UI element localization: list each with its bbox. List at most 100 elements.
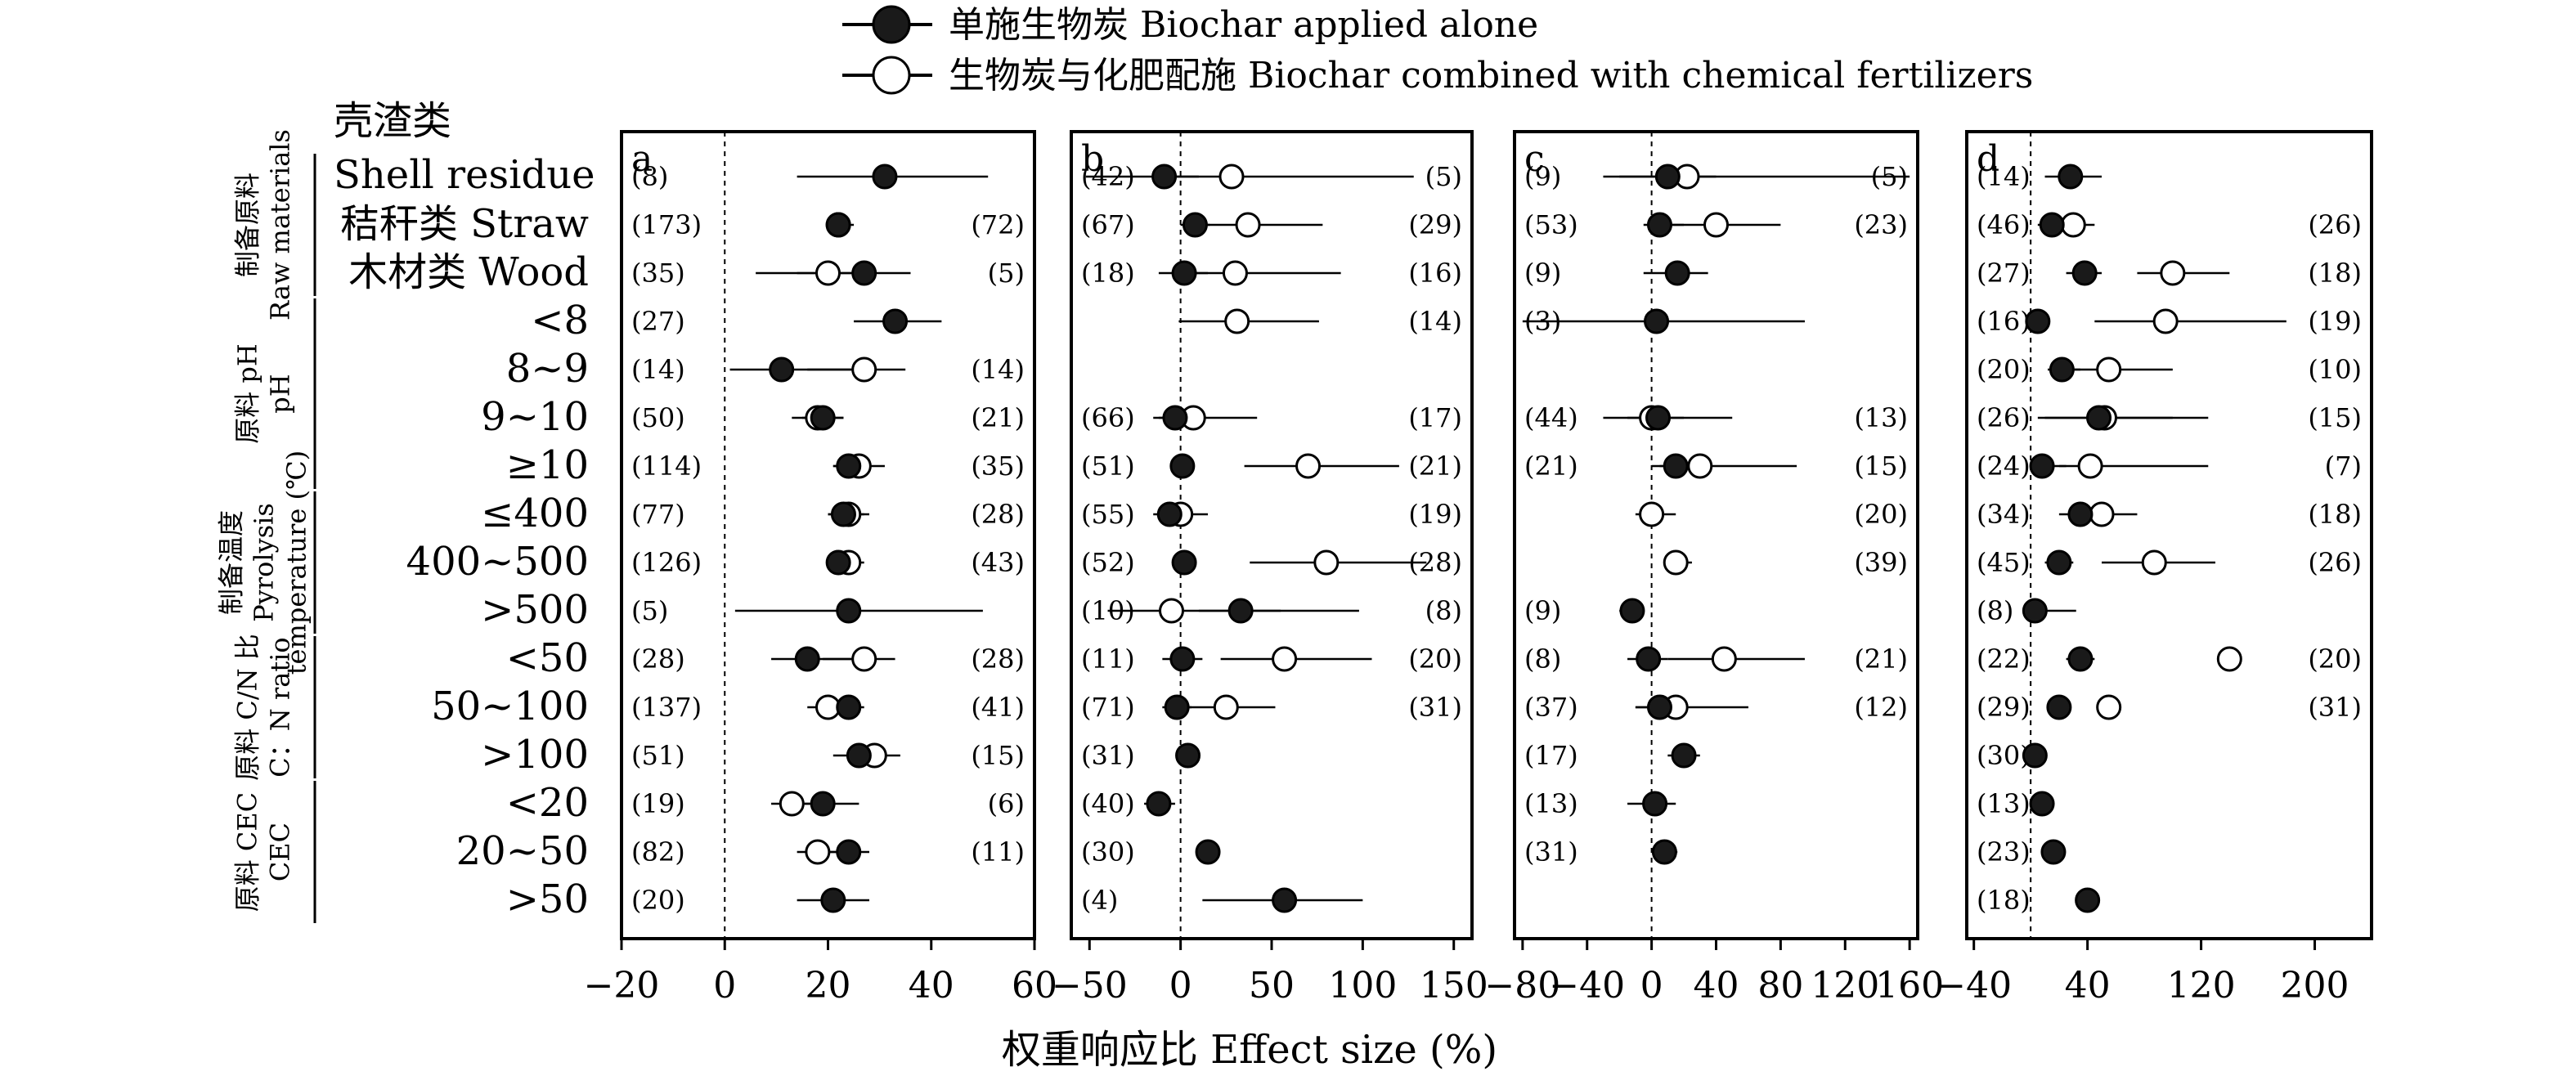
sample-size-label: (15) bbox=[1854, 451, 1908, 482]
sample-size-label: (20) bbox=[1408, 643, 1462, 675]
filled-circle-marker bbox=[1664, 260, 1690, 286]
row-label: >500 bbox=[481, 587, 589, 633]
row-label: <8 bbox=[531, 298, 589, 343]
group-label: 原料 C/N 比 bbox=[232, 634, 263, 781]
filled-circle-marker bbox=[1642, 791, 1668, 817]
sample-size-label: (26) bbox=[1977, 402, 2031, 433]
sample-size-label: (15) bbox=[971, 740, 1025, 771]
sample-size-label: (23) bbox=[1854, 209, 1908, 240]
filled-circle-marker bbox=[830, 501, 856, 527]
open-circle-marker bbox=[872, 56, 911, 95]
sample-size-label: (35) bbox=[971, 451, 1025, 482]
sample-size-label: (14) bbox=[971, 354, 1025, 385]
filled-circle-marker bbox=[2029, 453, 2055, 479]
sample-size-label: (71) bbox=[1081, 692, 1135, 723]
open-circle-marker bbox=[1218, 164, 1245, 190]
sample-size-label: (19) bbox=[2308, 306, 2362, 337]
row-label: >50 bbox=[506, 877, 589, 922]
open-circle-marker bbox=[2089, 501, 2115, 527]
panel-d: d −40 40 120 200 (14) (46) (27) (16) (20) (26) (24)… bbox=[1936, 130, 2373, 1007]
x-tick-label: 0 bbox=[713, 965, 736, 1007]
sample-size-label: (5) bbox=[1425, 161, 1462, 192]
legend-label: 单施生物炭 Biochar applied alone bbox=[949, 4, 1538, 46]
sample-size-label: (13) bbox=[1854, 402, 1908, 433]
filled-circle-marker bbox=[820, 887, 846, 913]
sample-size-label: (137) bbox=[631, 692, 702, 723]
open-circle-marker bbox=[1235, 212, 1261, 238]
sample-size-label: (31) bbox=[1408, 692, 1462, 723]
group-label: 制备温度 bbox=[216, 510, 247, 615]
open-circle-marker bbox=[2141, 549, 2167, 576]
filled-circle-marker bbox=[825, 549, 851, 576]
sample-size-label: (14) bbox=[1977, 161, 2031, 192]
sample-size-label: (40) bbox=[1081, 788, 1135, 819]
x-tick-label: 40 bbox=[909, 965, 954, 1007]
row-label: 50~100 bbox=[431, 684, 589, 729]
sample-size-label: (8) bbox=[1524, 643, 1561, 675]
sample-size-label: (67) bbox=[1081, 209, 1135, 240]
sample-size-label: (19) bbox=[1408, 499, 1462, 530]
filled-circle-marker bbox=[1644, 308, 1670, 334]
sample-size-label: (23) bbox=[1977, 836, 2031, 868]
filled-circle-marker bbox=[1663, 453, 1689, 479]
open-circle-marker bbox=[779, 791, 805, 817]
open-circle-marker bbox=[1711, 646, 1737, 672]
sample-size-label: (26) bbox=[2308, 209, 2362, 240]
panel-b: b−50 0 50 100 150(42)(67)(18)(66)(51)(55)(52… bbox=[1052, 130, 1488, 1007]
sample-size-label: (26) bbox=[2308, 547, 2362, 578]
open-circle-marker bbox=[2216, 646, 2242, 672]
open-circle-marker bbox=[2160, 260, 2186, 286]
filled-circle-marker bbox=[2058, 164, 2084, 190]
sample-size-label: (29) bbox=[1977, 692, 2031, 723]
filled-circle-marker bbox=[1175, 742, 1201, 769]
sample-size-label: (7) bbox=[2325, 451, 2362, 482]
sample-size-label: (9) bbox=[1524, 258, 1561, 289]
sample-size-label: (27) bbox=[631, 306, 685, 337]
sample-size-label: (5) bbox=[988, 258, 1025, 289]
x-tick-label: 40 bbox=[2065, 965, 2111, 1007]
sample-size-label: (8) bbox=[1425, 595, 1462, 626]
sample-size-label: (9) bbox=[1524, 595, 1561, 626]
filled-circle-marker bbox=[1151, 164, 1178, 190]
open-circle-marker bbox=[1295, 453, 1322, 479]
filled-circle-marker bbox=[1171, 260, 1197, 286]
open-circle-marker bbox=[2060, 212, 2086, 238]
filled-circle-marker bbox=[1156, 501, 1183, 527]
sample-size-label: (8) bbox=[1977, 595, 2013, 626]
sample-size-label: (114) bbox=[631, 451, 702, 482]
filled-circle-marker bbox=[2046, 549, 2072, 576]
sample-size-label: (13) bbox=[1524, 788, 1578, 819]
filled-circle-marker bbox=[769, 356, 795, 383]
sample-size-label: (35) bbox=[631, 258, 685, 289]
row-label: <20 bbox=[506, 780, 589, 826]
filled-circle-marker bbox=[1645, 405, 1672, 431]
sample-size-label: (14) bbox=[631, 354, 685, 385]
panel-letter: c bbox=[1524, 138, 1545, 180]
open-circle-marker bbox=[815, 260, 841, 286]
sample-size-label: (21) bbox=[1854, 643, 1908, 675]
filled-circle-marker bbox=[2040, 839, 2067, 865]
filled-circle-marker bbox=[2039, 212, 2065, 238]
filled-circle-marker bbox=[1646, 212, 1672, 238]
filled-circle-marker bbox=[1654, 164, 1681, 190]
row-label: 20~50 bbox=[456, 828, 589, 874]
sample-size-label: (39) bbox=[1854, 547, 1908, 578]
sample-size-label: (12) bbox=[1854, 692, 1908, 723]
sample-size-label: (66) bbox=[1081, 402, 1135, 433]
sample-size-label: (17) bbox=[1408, 402, 1462, 433]
filled-circle-marker bbox=[872, 5, 911, 44]
filled-circle-marker bbox=[810, 791, 836, 817]
sample-size-label: (29) bbox=[1408, 209, 1462, 240]
sample-size-label: (173) bbox=[631, 209, 702, 240]
sample-size-label: (18) bbox=[2308, 499, 2362, 530]
x-tick-label: 0 bbox=[1640, 965, 1663, 1007]
filled-circle-marker bbox=[2075, 887, 2101, 913]
sample-size-label: (43) bbox=[971, 547, 1025, 578]
filled-circle-marker bbox=[1636, 646, 1662, 672]
row-label: <50 bbox=[506, 635, 589, 681]
filled-circle-marker bbox=[1272, 887, 1298, 913]
sample-size-label: (22) bbox=[1977, 643, 2031, 675]
sample-size-label: (16) bbox=[1408, 258, 1462, 289]
open-circle-marker bbox=[1159, 598, 1184, 624]
